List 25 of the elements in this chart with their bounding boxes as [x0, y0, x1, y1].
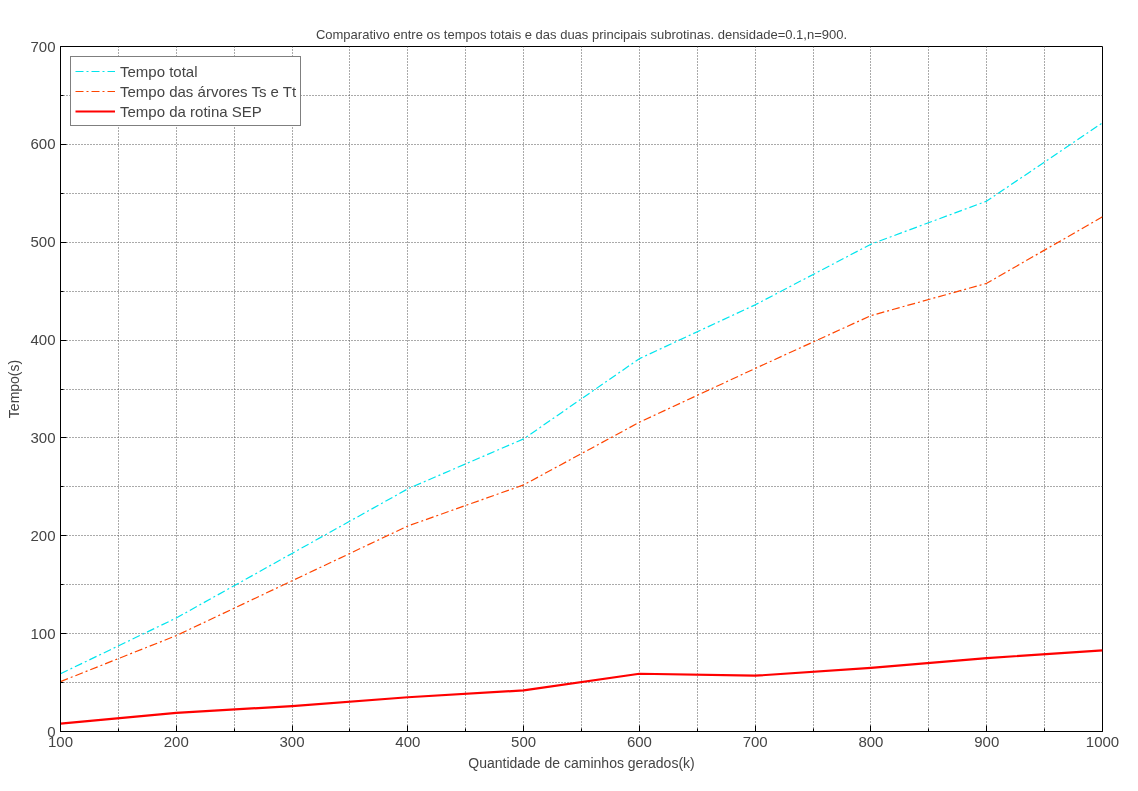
x-tick-label: 900: [974, 732, 1000, 750]
x-axis-title: Quantidade de caminhos gerados(k): [468, 754, 695, 771]
y-tick-label: 700: [30, 37, 56, 55]
y-tick-label: 300: [30, 428, 56, 446]
y-axis-title: Tempo(s): [6, 359, 23, 419]
x-tick-label: 300: [279, 732, 305, 750]
x-tick-label: 700: [742, 732, 768, 750]
line-series: [60, 649, 1103, 725]
y-tick-label: 600: [30, 135, 56, 153]
y-tick-label: 100: [30, 624, 56, 642]
legend-label: Tempo da rotina SEP: [120, 102, 262, 120]
chart-title: Comparativo entre os tempos totais e das duas principais subrotinas. densidade=0.1,n=900.: [315, 26, 848, 42]
x-tick-label: 800: [858, 732, 884, 750]
y-tick-label: 200: [30, 526, 56, 544]
y-tick-label: 400: [30, 331, 56, 349]
x-tick-label: 400: [395, 732, 421, 750]
y-tick-label: 500: [30, 233, 56, 251]
legend-label: Tempo total: [120, 62, 198, 80]
legend-label: Tempo das árvores Ts e Tt: [120, 82, 297, 100]
line-series: [60, 122, 1103, 675]
x-tick-label: 500: [511, 732, 537, 750]
x-tick-label: 600: [626, 732, 652, 750]
x-tick-label: 1000: [1085, 732, 1120, 750]
x-tick-label: 200: [163, 732, 189, 750]
line-series: [60, 216, 1103, 683]
